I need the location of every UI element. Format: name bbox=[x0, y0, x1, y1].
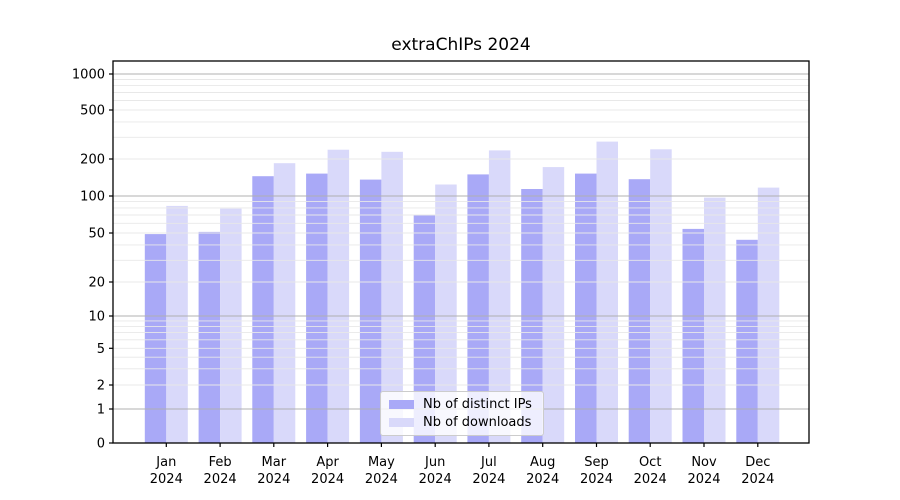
y-tick-label: 2 bbox=[97, 379, 105, 394]
x-tick-label-year: 2024 bbox=[687, 472, 720, 487]
bar-dec-2024-distinct-ips bbox=[736, 239, 758, 443]
y-tick-label: 500 bbox=[80, 104, 105, 119]
legend-item-downloads: Nb of downloads bbox=[389, 415, 535, 430]
legend-item-distinct-ips: Nb of distinct IPs bbox=[389, 397, 535, 412]
bar-nov-2024-distinct-ips bbox=[682, 228, 704, 443]
x-tick-label-year: 2024 bbox=[526, 472, 559, 487]
bar-feb-2024-distinct-ips bbox=[198, 231, 221, 443]
x-tick-label-year: 2024 bbox=[204, 472, 237, 487]
y-tick-label: 20 bbox=[88, 276, 105, 291]
y-tick-label: 10 bbox=[88, 310, 105, 325]
x-tick-label-month: Mar bbox=[262, 455, 287, 470]
bar-jan-2024-downloads bbox=[166, 205, 188, 443]
legend-swatch-distinct-ips bbox=[389, 400, 414, 410]
legend: Nb of distinct IPs Nb of downloads bbox=[380, 391, 544, 436]
bar-sep-2024-distinct-ips bbox=[575, 173, 597, 443]
bar-may-2024-downloads bbox=[381, 151, 403, 444]
legend-swatch-downloads bbox=[389, 417, 414, 427]
x-tick-label-month: Sep bbox=[584, 455, 609, 470]
y-tick-label: 100 bbox=[80, 190, 105, 205]
bar-jul-2024-distinct-ips bbox=[467, 174, 489, 443]
bar-oct-2024-downloads bbox=[650, 149, 672, 444]
x-tick-label-year: 2024 bbox=[580, 472, 613, 487]
bar-mar-2024-downloads bbox=[273, 163, 296, 443]
bar-feb-2024-downloads bbox=[220, 208, 242, 443]
x-tick-label-month: Jan bbox=[155, 455, 176, 470]
bar-oct-2024-distinct-ips bbox=[628, 179, 651, 443]
y-tick-label: 1000 bbox=[72, 68, 105, 83]
x-tick-label-month: Feb bbox=[209, 455, 232, 470]
y-tick-label: 200 bbox=[80, 153, 105, 168]
legend-label-distinct-ips: Nb of distinct IPs bbox=[423, 397, 532, 413]
x-tick-label-year: 2024 bbox=[150, 472, 183, 487]
x-tick-label-year: 2024 bbox=[634, 472, 667, 487]
y-tick-label: 50 bbox=[88, 227, 105, 242]
bar-mar-2024-distinct-ips bbox=[252, 176, 274, 443]
y-tick-label: 1 bbox=[97, 403, 105, 418]
x-tick-label-month: Dec bbox=[745, 455, 770, 470]
x-tick-label-month: Oct bbox=[639, 455, 661, 470]
x-tick-label-month: Jun bbox=[424, 455, 445, 470]
x-tick-label-year: 2024 bbox=[741, 472, 774, 487]
y-tick-label: 0 bbox=[97, 437, 105, 452]
bar-sep-2024-downloads bbox=[596, 141, 618, 443]
x-tick-label-month: Nov bbox=[691, 455, 717, 470]
legend-label-downloads: Nb of downloads bbox=[423, 414, 532, 430]
y-tick-label: 5 bbox=[97, 342, 105, 357]
bar-nov-2024-downloads bbox=[704, 197, 726, 443]
x-tick-label-month: May bbox=[368, 455, 395, 470]
x-tick-label-year: 2024 bbox=[257, 472, 290, 487]
bar-jun-2024-distinct-ips bbox=[413, 215, 436, 443]
bar-apr-2024-downloads bbox=[327, 149, 350, 443]
bar-aug-2024-downloads bbox=[542, 167, 565, 443]
plot-border bbox=[112, 60, 810, 444]
x-tick-label-month: Jul bbox=[480, 455, 497, 470]
x-tick-label-year: 2024 bbox=[311, 472, 344, 487]
x-tick-label-year: 2024 bbox=[365, 472, 398, 487]
x-tick-label-month: Apr bbox=[316, 455, 339, 470]
bar-jan-2024-distinct-ips bbox=[144, 234, 167, 443]
bar-jun-2024-downloads bbox=[435, 184, 457, 443]
bar-apr-2024-distinct-ips bbox=[306, 173, 328, 443]
x-tick-label-month: Aug bbox=[530, 455, 555, 470]
x-tick-label-year: 2024 bbox=[472, 472, 505, 487]
bar-dec-2024-downloads bbox=[757, 187, 780, 443]
x-tick-label-year: 2024 bbox=[419, 472, 452, 487]
bar-may-2024-distinct-ips bbox=[359, 179, 382, 443]
chart-title: extraChIPs 2024 bbox=[391, 35, 531, 55]
